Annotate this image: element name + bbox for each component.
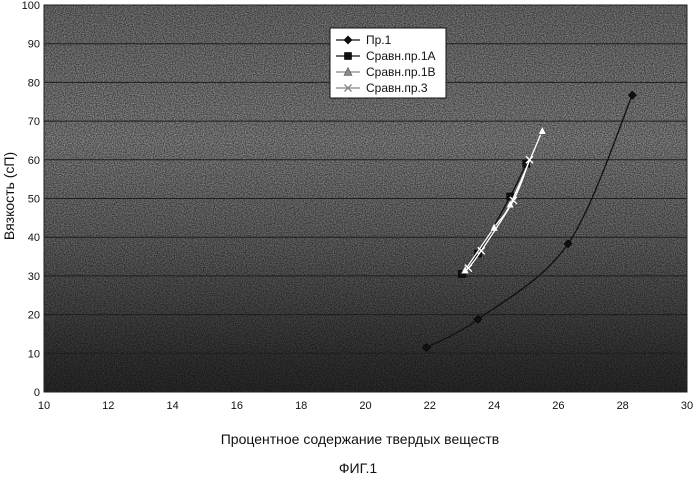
y-tick-label: 0	[34, 387, 40, 399]
y-tick-labels: 0 10 20 30 40 50 60 70 80 90 100	[22, 0, 40, 399]
x-tick-label: 22	[424, 400, 436, 412]
y-tick-label: 80	[28, 77, 40, 89]
x-tick-label: 30	[681, 400, 693, 412]
y-tick-label: 10	[28, 348, 40, 360]
x-tick-label: 18	[295, 400, 307, 412]
y-tick-label: 70	[28, 116, 40, 128]
legend-marker	[345, 53, 352, 60]
legend-label: Сравн.пр.1В	[366, 65, 436, 79]
y-axis-label: Вязкость (сП)	[1, 152, 17, 240]
y-tick-label: 100	[22, 0, 40, 12]
y-tick-label: 40	[28, 232, 40, 244]
legend-label: Пр.1	[366, 33, 392, 47]
legend: Пр.1 Сравн.пр.1А Сравн.пр.1В Сравн.пр.3	[330, 28, 446, 98]
y-tick-label: 20	[28, 310, 40, 322]
x-tick-labels: 10 12 14 16 18 20 22 24 26 28 30	[38, 400, 693, 412]
figure-caption: ФИГ.1	[339, 460, 377, 476]
x-tick-label: 14	[166, 400, 178, 412]
x-tick-label: 20	[359, 400, 371, 412]
y-tick-label: 60	[28, 155, 40, 167]
y-tick-label: 90	[28, 39, 40, 51]
legend-label: Сравн.пр.3	[366, 81, 428, 95]
x-tick-label: 12	[102, 400, 114, 412]
x-tick-label: 26	[552, 400, 564, 412]
legend-label: Сравн.пр.1А	[366, 49, 436, 63]
x-tick-label: 10	[38, 400, 50, 412]
x-axis-label: Процентное содержание твердых веществ	[221, 431, 500, 447]
y-tick-label: 30	[28, 271, 40, 283]
x-tick-label: 24	[488, 400, 500, 412]
x-tick-label: 16	[231, 400, 243, 412]
x-tick-label: 28	[617, 400, 629, 412]
y-tick-label: 50	[28, 194, 40, 206]
